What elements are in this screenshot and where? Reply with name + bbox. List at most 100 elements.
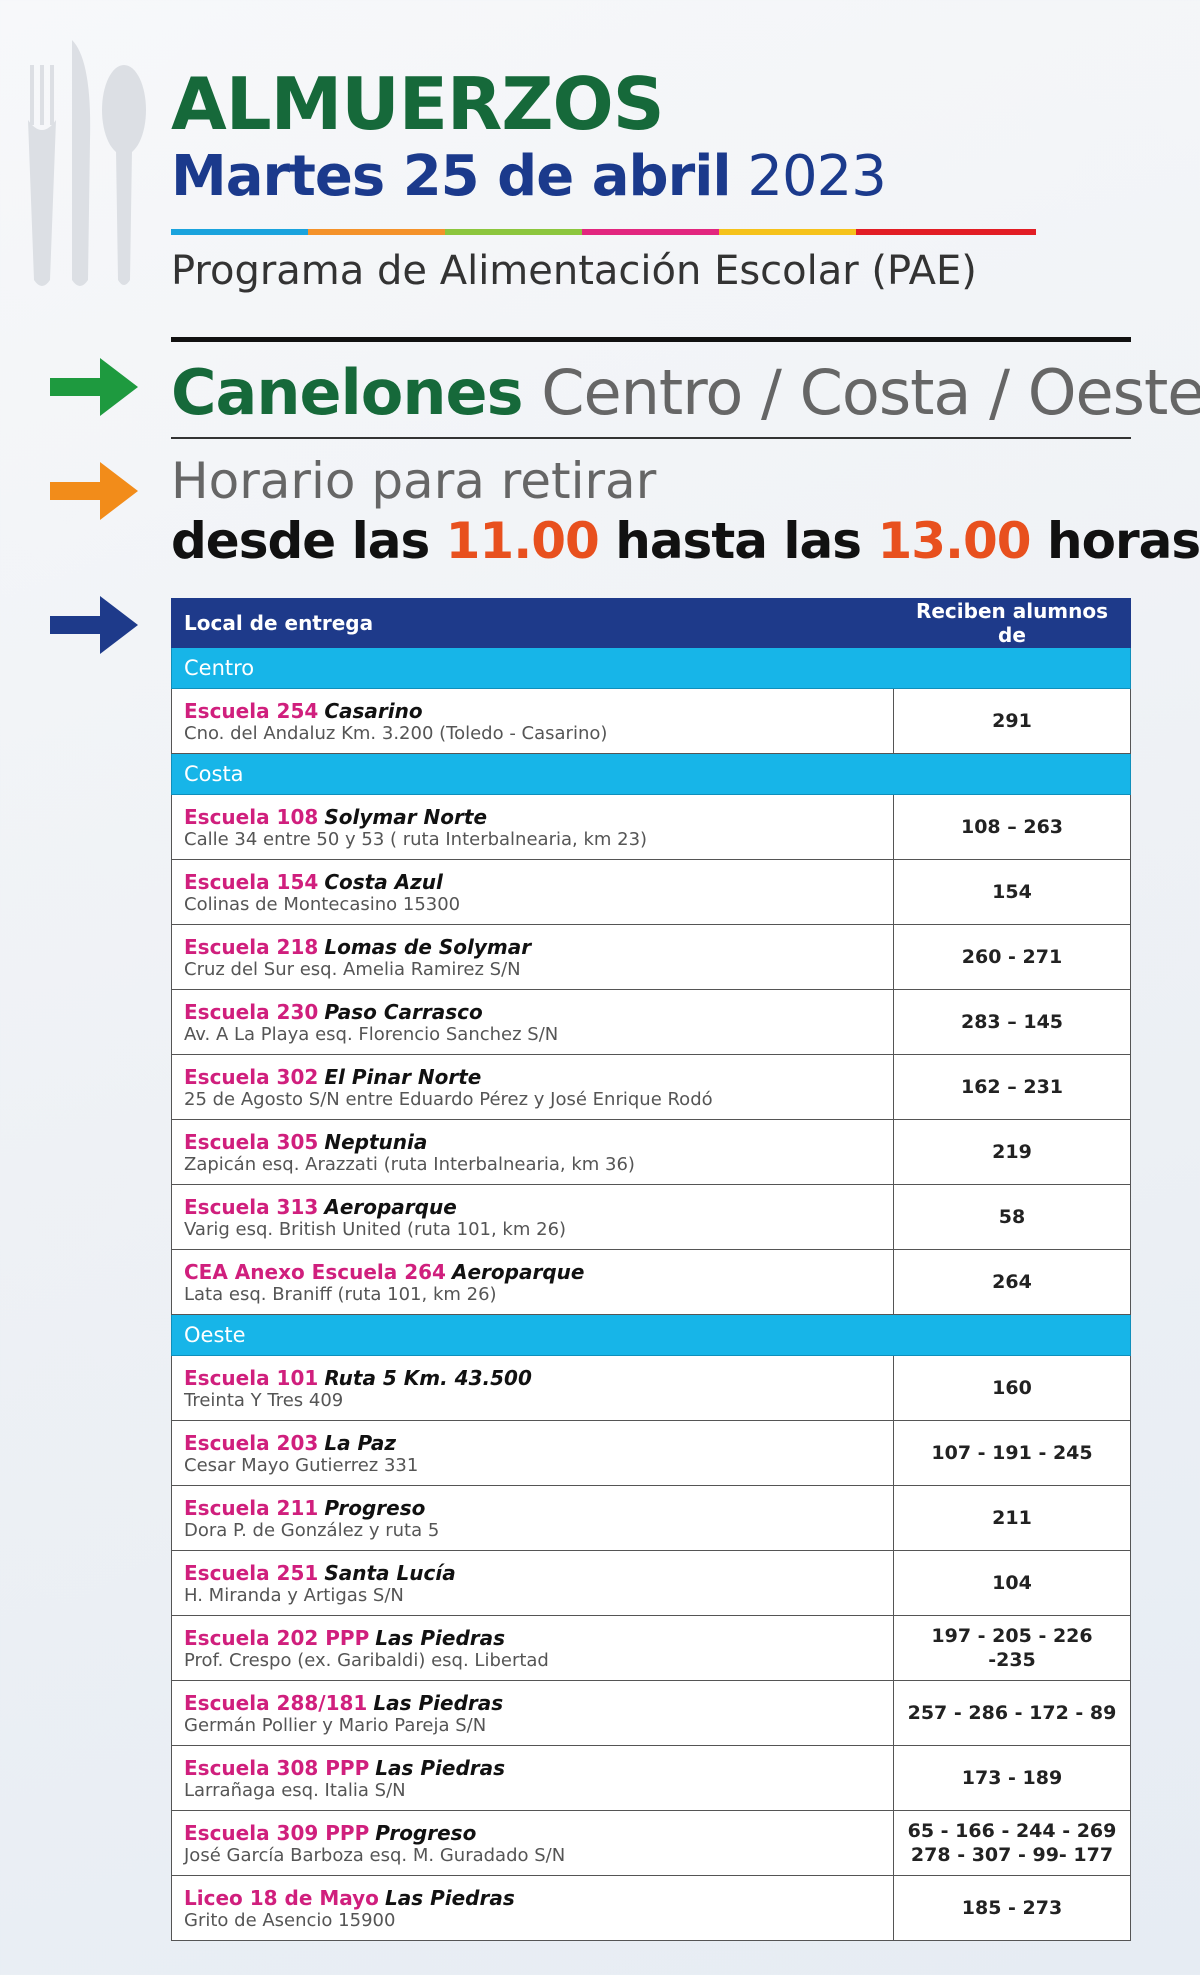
school-name: Escuela 211 (184, 1495, 319, 1520)
school-place: El Pinar Norte (324, 1064, 482, 1089)
students-cell: 58 (893, 1184, 1131, 1250)
students-cell: 154 (893, 859, 1131, 925)
school-name: Escuela 101 (184, 1365, 319, 1390)
school-place: Costa Azul (324, 869, 443, 894)
school-row: Escuela 101 Ruta 5 Km. 43.500 Treinta Y T… (171, 1355, 1131, 1421)
school-row: Escuela 313 Aeroparque Varig esq. British… (171, 1184, 1131, 1250)
arrow-green (50, 358, 138, 416)
school-line: Escuela 211 Progreso (184, 1496, 881, 1520)
students-cell: 264 (893, 1249, 1131, 1315)
school-address: Colinas de Montecasino 15300 (184, 893, 461, 915)
students: 108 – 263 (960, 816, 1064, 838)
school-row: Escuela 203 La Paz Cesar Mayo Gutierrez 3… (171, 1420, 1131, 1486)
school-row: Escuela 302 El Pinar Norte 25 de Agosto S… (171, 1054, 1131, 1120)
section-row: Centro (171, 647, 1131, 689)
schedule-middle: hasta las (615, 512, 862, 570)
school-address: Lata esq. Braniff (ruta 101, km 26) (184, 1283, 497, 1305)
arrow-orange (50, 462, 138, 520)
school-address: Av. A La Playa esq. Florencio Sanchez S/… (184, 1023, 559, 1045)
school-cell: Escuela 218 Lomas de Solymar Cruz del Sur… (171, 924, 894, 990)
school-cell: Escuela 288/181 Las Piedras Germán Pollie… (171, 1680, 894, 1746)
school-address: Dora P. de González y ruta 5 (184, 1519, 440, 1541)
students: 283 – 145 (960, 1011, 1064, 1033)
school-line: Escuela 154 Costa Azul (184, 870, 881, 894)
students-cell: 162 – 231 (893, 1054, 1131, 1120)
schedule-suffix: horas (1047, 512, 1200, 570)
students-cell: 108 – 263 (893, 794, 1131, 860)
school-name: Liceo 18 de Mayo (184, 1885, 379, 1910)
school-cell: Escuela 203 La Paz Cesar Mayo Gutierrez 3… (171, 1420, 894, 1486)
students: 211 (992, 1507, 1032, 1529)
students: 104 (992, 1572, 1032, 1594)
school-cell: Escuela 101 Ruta 5 Km. 43.500 Treinta Y T… (171, 1355, 894, 1421)
students: 264 (992, 1271, 1032, 1293)
school-row: Escuela 154 Costa Azul Colinas de Monteca… (171, 859, 1131, 925)
students: 107 - 191 - 245 (931, 1442, 1093, 1464)
students: 219 (992, 1141, 1032, 1163)
school-line: Escuela 251 Santa Lucía (184, 1561, 881, 1585)
school-row: Escuela 218 Lomas de Solymar Cruz del Sur… (171, 924, 1131, 990)
school-place: La Paz (324, 1430, 397, 1455)
title: ALMUERZOS (171, 62, 665, 146)
students-cell: 185 - 273 (893, 1875, 1131, 1941)
school-row: Escuela 211 Progreso Dora P. de González … (171, 1485, 1131, 1551)
zones: Centro / Costa / Oeste (541, 356, 1200, 429)
section-name: Centro (171, 647, 1131, 689)
school-row: Escuela 230 Paso Carrasco Av. A La Playa … (171, 989, 1131, 1055)
students-cell: 291 (893, 688, 1131, 754)
school-place: Las Piedras (373, 1690, 504, 1715)
year: 2023 (747, 144, 887, 209)
school-cell: Escuela 308 PPP Las Piedras Larrañaga esq… (171, 1745, 894, 1811)
school-name: Escuela 254 (184, 698, 319, 723)
school-cell: Escuela 211 Progreso Dora P. de González … (171, 1485, 894, 1551)
header-row: Local de entrega Reciben alumnos de (171, 598, 1131, 648)
school-name: Escuela 305 (184, 1129, 319, 1154)
school-row: Escuela 202 PPP Las Piedras Prof. Crespo … (171, 1615, 1131, 1681)
school-line: Escuela 309 PPP Progreso (184, 1821, 881, 1845)
school-place: Las Piedras (375, 1625, 506, 1650)
school-name: Escuela 288/181 (184, 1690, 368, 1715)
school-row: Escuela 251 Santa Lucía H. Miranda y Arti… (171, 1550, 1131, 1616)
schedule: desde las 11.00 hasta las 13.00 horas (171, 512, 1200, 570)
school-line: Escuela 203 La Paz (184, 1431, 881, 1455)
school-place: Progreso (375, 1820, 477, 1845)
section-row: Oeste (171, 1314, 1131, 1356)
delivery-table: Local de entrega Reciben alumnos de Cent… (171, 598, 1131, 1941)
section-name: Costa (171, 753, 1131, 795)
school-address: Cesar Mayo Gutierrez 331 (184, 1454, 419, 1476)
school-place: Santa Lucía (324, 1560, 456, 1585)
school-address: Calle 34 entre 50 y 53 ( ruta Interbalne… (184, 828, 648, 850)
students: 291 (992, 710, 1032, 732)
school-name: Escuela 251 (184, 1560, 319, 1585)
school-place: Lomas de Solymar (324, 934, 532, 959)
school-place: Aeroparque (324, 1194, 457, 1219)
school-line: Escuela 108 Solymar Norte (184, 805, 881, 829)
schedule-label: Horario para retirar (171, 452, 657, 510)
students-cell: 160 (893, 1355, 1131, 1421)
school-cell: Escuela 254 Casarino Cno. del Andaluz Km.… (171, 688, 894, 754)
school-name: Escuela 154 (184, 869, 319, 894)
school-line: Escuela 101 Ruta 5 Km. 43.500 (184, 1366, 881, 1390)
region: Canelones Centro / Costa / Oeste (171, 356, 1200, 429)
school-cell: Escuela 251 Santa Lucía H. Miranda y Arti… (171, 1550, 894, 1616)
school-address: H. Miranda y Artigas S/N (184, 1584, 404, 1606)
section-row: Costa (171, 753, 1131, 795)
school-place: Casarino (324, 698, 423, 723)
school-place: Ruta 5 Km. 43.500 (324, 1365, 532, 1390)
students: 278 - 307 - 99- 177 (910, 1844, 1114, 1866)
school-row: Liceo 18 de Mayo Las Piedras Grito de Ase… (171, 1875, 1131, 1941)
students: 197 - 205 - 226 -235 (931, 1625, 1093, 1671)
school-name: Escuela 202 PPP (184, 1625, 370, 1650)
school-cell: CEA Anexo Escuela 264 Aeroparque Lata esq… (171, 1249, 894, 1315)
school-name: Escuela 108 (184, 804, 319, 829)
school-place: Progreso (324, 1495, 426, 1520)
school-address: Varig esq. British United (ruta 101, km … (184, 1218, 567, 1240)
school-line: Escuela 254 Casarino (184, 699, 881, 723)
students: 58 (998, 1206, 1026, 1228)
schedule-prefix: desde las (171, 512, 430, 570)
students-cell: 257 - 286 - 172 - 89 (893, 1680, 1131, 1746)
students-cell: 283 – 145 (893, 989, 1131, 1055)
school-address: Cno. del Andaluz Km. 3.200 (Toledo - Cas… (184, 722, 608, 744)
students-cell: 260 - 271 (893, 924, 1131, 990)
